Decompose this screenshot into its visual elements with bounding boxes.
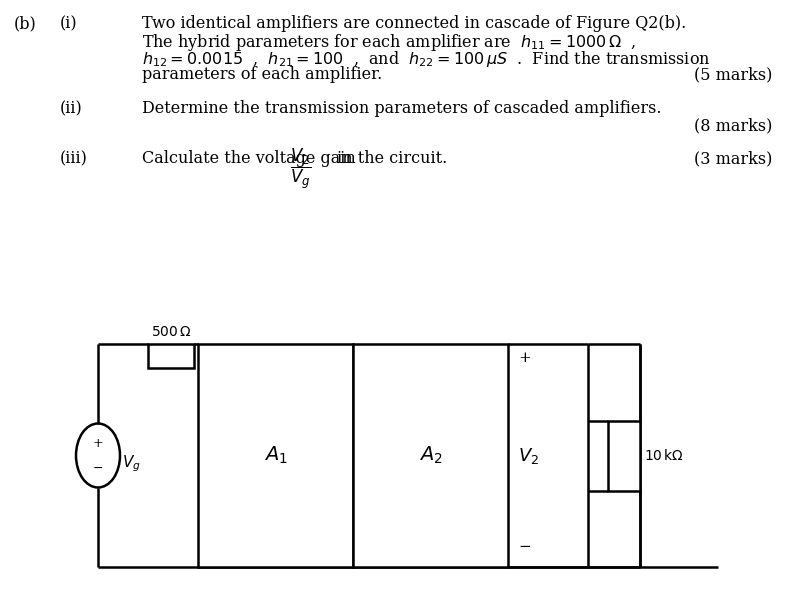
Text: +: + <box>93 437 103 450</box>
Text: (3 marks): (3 marks) <box>693 150 772 167</box>
Text: in the circuit.: in the circuit. <box>332 150 447 167</box>
Bar <box>608 420 640 491</box>
Text: Calculate the voltage gain: Calculate the voltage gain <box>142 150 361 167</box>
Text: (b): (b) <box>14 15 37 32</box>
Text: $-$: $-$ <box>93 461 104 474</box>
Text: (5 marks): (5 marks) <box>693 66 772 83</box>
Text: $\dfrac{V_2}{V_g}$: $\dfrac{V_2}{V_g}$ <box>290 147 311 192</box>
Text: +: + <box>518 351 531 365</box>
Bar <box>148 344 194 368</box>
Text: $A_1$: $A_1$ <box>263 445 288 466</box>
Text: (ii): (ii) <box>60 100 83 117</box>
Text: $500\,\Omega$: $500\,\Omega$ <box>151 325 192 339</box>
Text: Two identical amplifiers are connected in cascade of Figure Q2(b).: Two identical amplifiers are connected i… <box>142 15 686 32</box>
Text: $V_g$: $V_g$ <box>122 453 141 474</box>
Text: (i): (i) <box>60 15 78 32</box>
Text: $A_2$: $A_2$ <box>419 445 443 466</box>
Text: (iii): (iii) <box>60 150 88 167</box>
Text: The hybrid parameters for each amplifier are  $h_{11} = 1000\,\Omega$  ,: The hybrid parameters for each amplifier… <box>142 32 637 53</box>
Text: (8 marks): (8 marks) <box>693 117 772 134</box>
Text: −: − <box>518 540 531 554</box>
Bar <box>353 344 508 567</box>
Text: $h_{12} = 0.0015$  ,  $h_{21} = 100$  ,  and  $h_{22} = 100\,\mu S$  .  Find the: $h_{12} = 0.0015$ , $h_{21} = 100$ , and… <box>142 49 711 69</box>
Text: $V_2$: $V_2$ <box>518 446 539 465</box>
Bar <box>198 344 353 567</box>
Text: Determine the transmission parameters of cascaded amplifiers.: Determine the transmission parameters of… <box>142 100 662 117</box>
Text: $10\,\mathrm{k}\Omega$: $10\,\mathrm{k}\Omega$ <box>644 448 684 463</box>
Text: parameters of each amplifier.: parameters of each amplifier. <box>142 66 382 83</box>
